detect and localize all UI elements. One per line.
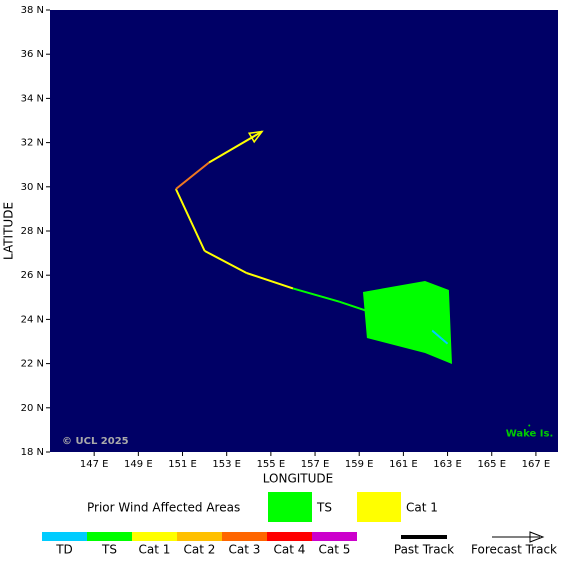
- category-label: Cat 4: [274, 543, 306, 557]
- y-axis-label: LATITUDE: [2, 202, 16, 260]
- y-tick-label: 22 N: [21, 359, 44, 370]
- track-segment: [292, 287, 340, 303]
- category-label: Cat 5: [319, 543, 351, 557]
- x-tick-label: 153 E: [212, 459, 241, 470]
- track-segment: [246, 272, 294, 290]
- category-label: Cat 3: [229, 543, 261, 557]
- areas-legend-title: Prior Wind Affected Areas: [87, 501, 240, 515]
- area-swatch: [268, 492, 312, 522]
- x-tick-label: 147 E: [80, 459, 109, 470]
- track-segment: [339, 300, 367, 312]
- y-tick-label: 38 N: [21, 5, 44, 16]
- category-swatch: [87, 532, 132, 541]
- category-swatch: [177, 532, 222, 541]
- y-tick-label: 32 N: [21, 138, 44, 149]
- category-label: Cat 1: [139, 543, 171, 557]
- y-tick-label: 28 N: [21, 226, 44, 237]
- x-tick-label: 157 E: [301, 459, 330, 470]
- category-swatch: [42, 532, 87, 541]
- area-swatch: [357, 492, 401, 522]
- forecast-arrow: [529, 531, 545, 543]
- category-swatch: [312, 532, 357, 541]
- track-segment: [175, 161, 210, 190]
- place-dot: [528, 424, 531, 427]
- credit: © UCL 2025: [62, 436, 129, 447]
- track-segment: [174, 188, 206, 252]
- x-axis-label: LONGITUDE: [263, 472, 333, 486]
- y-tick-label: 36 N: [21, 49, 44, 60]
- x-tick-label: 149 E: [124, 459, 153, 470]
- y-tick-label: 26 N: [21, 270, 44, 281]
- track-segment: [389, 316, 433, 332]
- track-segment: [204, 250, 248, 274]
- y-tick-label: 34 N: [21, 93, 44, 104]
- area-label: Cat 1: [406, 501, 438, 515]
- category-swatch: [222, 532, 267, 541]
- y-tick-label: 24 N: [21, 314, 44, 325]
- x-tick-label: 151 E: [168, 459, 197, 470]
- x-tick-label: 159 E: [345, 459, 374, 470]
- y-tick-label: 18 N: [21, 447, 44, 458]
- past-track-label: Past Track: [394, 543, 454, 557]
- category-label: TS: [101, 543, 117, 557]
- y-tick-label: 30 N: [21, 182, 44, 193]
- category-label: Cat 2: [184, 543, 216, 557]
- y-tick-label: 20 N: [21, 403, 44, 414]
- category-swatch: [132, 532, 177, 541]
- x-tick-label: 155 E: [257, 459, 286, 470]
- forecast-track-label: Forecast Track: [471, 543, 557, 557]
- track-segment: [208, 130, 263, 164]
- x-tick-label: 161 E: [389, 459, 418, 470]
- x-tick-label: 165 E: [477, 459, 506, 470]
- track-segment: [365, 309, 391, 319]
- track-segment: [431, 329, 449, 345]
- track-arrow: [247, 130, 264, 144]
- x-tick-label: 167 E: [522, 459, 551, 470]
- category-label: TD: [55, 543, 73, 557]
- x-tick-label: 163 E: [433, 459, 462, 470]
- area-label: TS: [316, 501, 332, 515]
- place-label: Wake Is.: [506, 428, 554, 439]
- category-swatch: [267, 532, 312, 541]
- map-background: [50, 10, 558, 452]
